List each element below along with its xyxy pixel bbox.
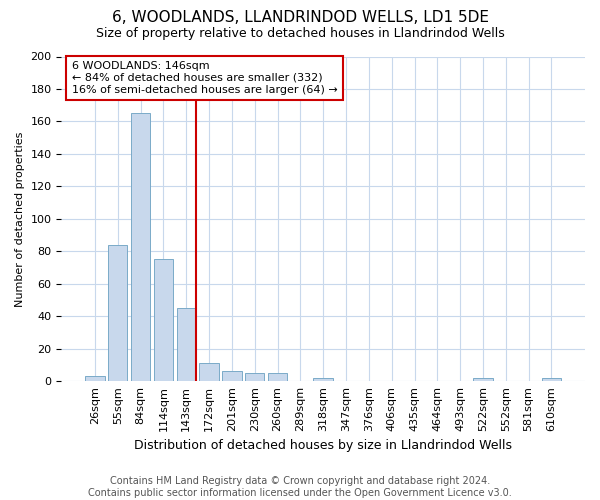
- Bar: [176, 308, 196, 381]
- Bar: [268, 373, 287, 381]
- Bar: [199, 364, 219, 381]
- Bar: [85, 376, 104, 381]
- Bar: [108, 245, 127, 381]
- Bar: [131, 114, 150, 381]
- Text: 6, WOODLANDS, LLANDRINDOD WELLS, LD1 5DE: 6, WOODLANDS, LLANDRINDOD WELLS, LD1 5DE: [112, 10, 488, 25]
- Bar: [222, 372, 242, 381]
- Bar: [154, 260, 173, 381]
- Text: 6 WOODLANDS: 146sqm
← 84% of detached houses are smaller (332)
16% of semi-detac: 6 WOODLANDS: 146sqm ← 84% of detached ho…: [72, 62, 338, 94]
- Bar: [245, 373, 265, 381]
- Bar: [473, 378, 493, 381]
- Bar: [313, 378, 333, 381]
- Text: Contains HM Land Registry data © Crown copyright and database right 2024.
Contai: Contains HM Land Registry data © Crown c…: [88, 476, 512, 498]
- X-axis label: Distribution of detached houses by size in Llandrindod Wells: Distribution of detached houses by size …: [134, 440, 512, 452]
- Y-axis label: Number of detached properties: Number of detached properties: [15, 131, 25, 306]
- Bar: [542, 378, 561, 381]
- Text: Size of property relative to detached houses in Llandrindod Wells: Size of property relative to detached ho…: [95, 28, 505, 40]
